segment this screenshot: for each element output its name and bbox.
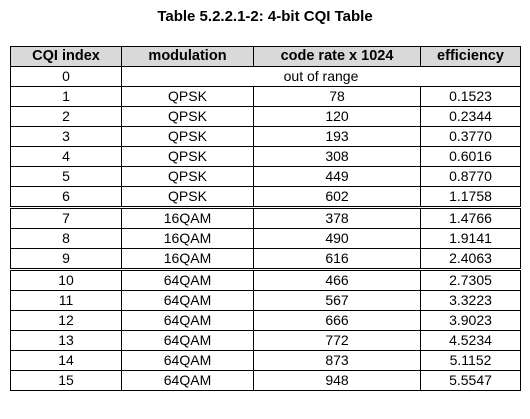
cqi-index-cell: 11 — [10, 290, 122, 311]
modulation-cell: 64QAM — [121, 290, 254, 311]
code-rate-cell: 78 — [253, 86, 421, 107]
efficiency-cell: 2.4063 — [420, 248, 521, 270]
efficiency-cell: 4.5234 — [420, 330, 521, 351]
modulation-cell: QPSK — [121, 186, 254, 208]
code-rate-cell: 490 — [253, 228, 421, 249]
modulation-cell: 64QAM — [121, 268, 254, 291]
code-rate-cell: 567 — [253, 290, 421, 311]
efficiency-cell: 0.6016 — [420, 146, 521, 167]
modulation-cell: 16QAM — [121, 228, 254, 249]
cqi-index-cell: 1 — [10, 86, 122, 107]
table-row: 10 64QAM 466 2.7305 — [10, 268, 521, 291]
cqi-index-cell: 2 — [10, 106, 122, 127]
efficiency-cell: 2.7305 — [420, 268, 521, 291]
code-rate-cell: 378 — [253, 206, 421, 229]
modulation-cell: QPSK — [121, 106, 254, 127]
cqi-index-cell: 10 — [10, 268, 122, 291]
modulation-cell: 64QAM — [121, 330, 254, 351]
table-row: 9 16QAM 616 2.4063 — [10, 248, 521, 270]
code-rate-cell: 948 — [253, 370, 421, 391]
table-row: 15 64QAM 948 5.5547 — [10, 370, 521, 391]
table-row: 0 out of range — [10, 66, 521, 87]
table-row: 1 QPSK 78 0.1523 — [10, 86, 521, 107]
efficiency-cell: 0.8770 — [420, 166, 521, 187]
code-rate-cell: 449 — [253, 166, 421, 187]
table-row: 3 QPSK 193 0.3770 — [10, 126, 521, 147]
modulation-cell: QPSK — [121, 166, 254, 187]
code-rate-cell: 308 — [253, 146, 421, 167]
code-rate-cell: 873 — [253, 350, 421, 371]
modulation-cell: 64QAM — [121, 350, 254, 371]
code-rate-cell: 120 — [253, 106, 421, 127]
cqi-index-cell: 13 — [10, 330, 122, 351]
out-of-range-cell: out of range — [121, 66, 521, 87]
cqi-index-cell: 15 — [10, 370, 122, 391]
modulation-cell: 16QAM — [121, 206, 254, 229]
cqi-index-cell: 5 — [10, 166, 122, 187]
cqi-index-cell: 7 — [10, 206, 122, 229]
modulation-cell: 64QAM — [121, 370, 254, 391]
table-row: 4 QPSK 308 0.6016 — [10, 146, 521, 167]
efficiency-cell: 5.5547 — [420, 370, 521, 391]
efficiency-cell: 0.3770 — [420, 126, 521, 147]
table-row: 12 64QAM 666 3.9023 — [10, 310, 521, 331]
modulation-cell: QPSK — [121, 86, 254, 107]
cqi-index-cell: 12 — [10, 310, 122, 331]
column-header-code-rate: code rate x 1024 — [253, 46, 421, 67]
table-title: Table 5.2.2.1-2: 4-bit CQI Table — [157, 8, 373, 25]
column-header-modulation: modulation — [121, 46, 254, 67]
efficiency-cell: 3.3223 — [420, 290, 521, 311]
column-header-cqi-index: CQI index — [10, 46, 122, 67]
code-rate-cell: 466 — [253, 268, 421, 291]
table-row: 7 16QAM 378 1.4766 — [10, 206, 521, 229]
code-rate-cell: 193 — [253, 126, 421, 147]
table-row: 6 QPSK 602 1.1758 — [10, 186, 521, 208]
modulation-cell: 16QAM — [121, 248, 254, 270]
cqi-index-cell: 6 — [10, 186, 122, 208]
efficiency-cell: 5.1152 — [420, 350, 521, 371]
table-row: 13 64QAM 772 4.5234 — [10, 330, 521, 351]
cqi-index-cell: 0 — [10, 66, 122, 87]
modulation-cell: QPSK — [121, 146, 254, 167]
table-row: 8 16QAM 490 1.9141 — [10, 228, 521, 249]
efficiency-cell: 3.9023 — [420, 310, 521, 331]
table-row: 14 64QAM 873 5.1152 — [10, 350, 521, 371]
efficiency-cell: 1.4766 — [420, 206, 521, 229]
efficiency-cell: 0.1523 — [420, 86, 521, 107]
efficiency-cell: 1.1758 — [420, 186, 521, 208]
cqi-index-cell: 8 — [10, 228, 122, 249]
table-row: 2 QPSK 120 0.2344 — [10, 106, 521, 127]
cqi-index-cell: 9 — [10, 248, 122, 270]
column-header-efficiency: efficiency — [420, 46, 521, 67]
table-row: 5 QPSK 449 0.8770 — [10, 166, 521, 187]
modulation-cell: 64QAM — [121, 310, 254, 331]
efficiency-cell: 0.2344 — [420, 106, 521, 127]
table-row: 11 64QAM 567 3.3223 — [10, 290, 521, 311]
code-rate-cell: 666 — [253, 310, 421, 331]
cqi-table: CQI index modulation code rate x 1024 ef… — [10, 46, 521, 391]
code-rate-cell: 602 — [253, 186, 421, 208]
modulation-cell: QPSK — [121, 126, 254, 147]
code-rate-cell: 616 — [253, 248, 421, 270]
header-row: CQI index modulation code rate x 1024 ef… — [10, 46, 521, 67]
cqi-index-cell: 3 — [10, 126, 122, 147]
cqi-index-cell: 4 — [10, 146, 122, 167]
cqi-index-cell: 14 — [10, 350, 122, 371]
efficiency-cell: 1.9141 — [420, 228, 521, 249]
code-rate-cell: 772 — [253, 330, 421, 351]
